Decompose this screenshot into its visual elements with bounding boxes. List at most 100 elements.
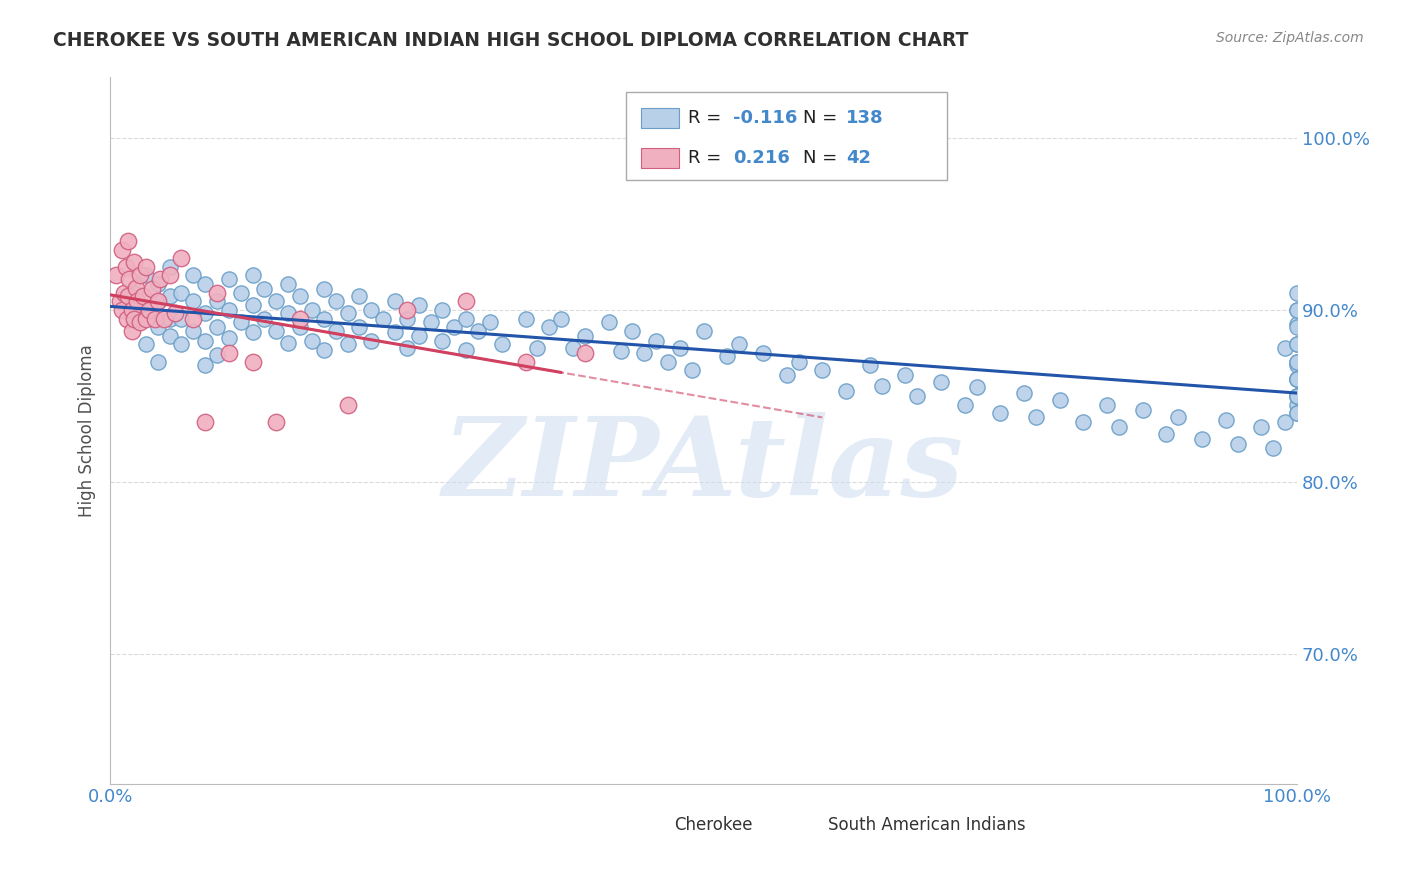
Point	[929, 376, 952, 390]
Point	[681, 363, 703, 377]
Point	[1286, 358, 1309, 372]
Point	[229, 285, 252, 300]
Point	[266, 294, 288, 309]
Point	[141, 282, 163, 296]
Point	[325, 324, 347, 338]
Text: ZIPAtlas: ZIPAtlas	[443, 412, 965, 519]
Point	[373, 311, 395, 326]
Point	[574, 328, 596, 343]
Point	[1286, 406, 1309, 420]
Point	[205, 320, 228, 334]
Point	[170, 252, 193, 266]
Text: Cherokee: Cherokee	[673, 815, 752, 833]
Point	[1286, 337, 1309, 351]
Text: R =: R =	[688, 109, 727, 127]
Point	[218, 302, 240, 317]
FancyBboxPatch shape	[627, 92, 946, 180]
Point	[146, 277, 169, 292]
Point	[360, 302, 382, 317]
Point	[194, 415, 217, 429]
Point	[574, 346, 596, 360]
Point	[170, 285, 193, 300]
Point	[432, 334, 454, 348]
Point	[181, 311, 204, 326]
Point	[117, 289, 139, 303]
Point	[118, 272, 141, 286]
Point	[562, 341, 585, 355]
Point	[384, 326, 406, 340]
Point	[419, 315, 441, 329]
Point	[159, 311, 181, 326]
Point	[152, 311, 174, 326]
Point	[1286, 406, 1309, 420]
Point	[1073, 415, 1095, 429]
Point	[135, 268, 157, 283]
Point	[336, 306, 359, 320]
Point	[515, 354, 537, 368]
Point	[114, 260, 136, 274]
Point	[1286, 389, 1309, 403]
Point	[870, 378, 893, 392]
Point	[146, 294, 169, 309]
Point	[456, 294, 478, 309]
Point	[538, 320, 561, 334]
Point	[122, 285, 145, 300]
Point	[242, 298, 264, 312]
Point	[1286, 285, 1309, 300]
Point	[181, 324, 204, 338]
Point	[1286, 398, 1309, 412]
Point	[360, 334, 382, 348]
Point	[218, 330, 240, 344]
Point	[194, 306, 217, 320]
Point	[143, 311, 166, 326]
Point	[966, 380, 988, 394]
Point	[1274, 341, 1296, 355]
Point	[859, 358, 882, 372]
Point	[253, 311, 276, 326]
Point	[1286, 372, 1309, 386]
Point	[1226, 437, 1249, 451]
Point	[122, 311, 145, 326]
Point	[1167, 409, 1189, 424]
Point	[669, 341, 692, 355]
Point	[135, 337, 157, 351]
Point	[170, 311, 193, 326]
Text: 42: 42	[846, 149, 872, 167]
Point	[132, 289, 155, 303]
Point	[194, 277, 217, 292]
Point	[1156, 426, 1178, 441]
Point	[165, 306, 187, 320]
Point	[253, 282, 276, 296]
Point	[112, 285, 135, 300]
Point	[127, 294, 149, 309]
Point	[395, 302, 418, 317]
Point	[301, 334, 323, 348]
Point	[149, 272, 172, 286]
Point	[384, 294, 406, 309]
Point	[467, 324, 489, 338]
Point	[138, 302, 160, 317]
Point	[550, 311, 572, 326]
Point	[325, 294, 347, 309]
Point	[609, 344, 631, 359]
Point	[728, 337, 751, 351]
Point	[312, 343, 335, 357]
Point	[194, 334, 217, 348]
Text: Source: ZipAtlas.com: Source: ZipAtlas.com	[1216, 31, 1364, 45]
Point	[121, 302, 143, 317]
Point	[288, 289, 311, 303]
Point	[170, 337, 193, 351]
Point	[288, 311, 311, 326]
Point	[1286, 372, 1309, 386]
Point	[645, 334, 668, 348]
Point	[456, 311, 478, 326]
FancyBboxPatch shape	[641, 108, 679, 128]
Point	[716, 350, 738, 364]
Point	[408, 328, 430, 343]
Point	[111, 302, 134, 317]
FancyBboxPatch shape	[778, 820, 820, 838]
Point	[478, 315, 501, 329]
Point	[1215, 413, 1237, 427]
Point	[128, 268, 150, 283]
Point	[1286, 320, 1309, 334]
